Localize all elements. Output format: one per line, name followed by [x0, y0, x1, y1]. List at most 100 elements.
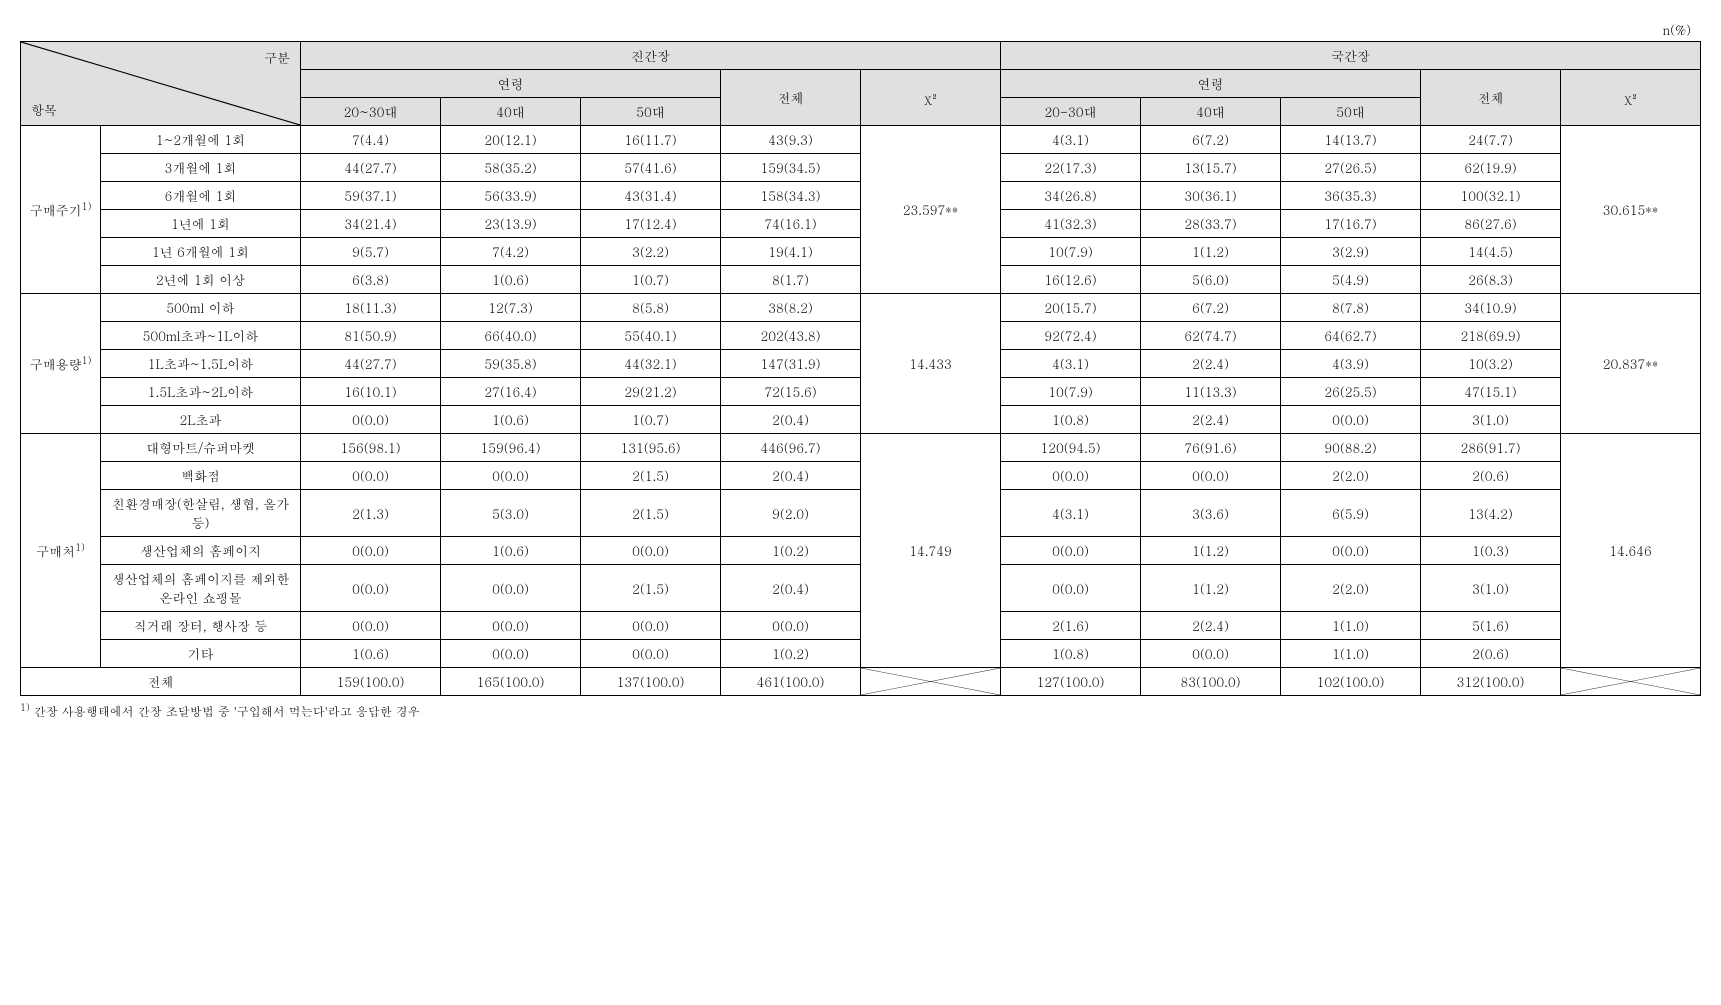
row-label: 직거래 장터, 행사장 등 — [101, 612, 301, 640]
data-cell: 56(33.9) — [441, 182, 581, 210]
data-cell: 1(1.2) — [1141, 537, 1281, 565]
data-cell: 72(15.6) — [721, 378, 861, 406]
data-cell: 1(1.0) — [1281, 640, 1421, 668]
data-cell: 44(27.7) — [301, 154, 441, 182]
data-cell: 14(4.5) — [1421, 238, 1561, 266]
data-cell: 1(0.2) — [721, 640, 861, 668]
chi-cell: 23.597** — [861, 126, 1001, 294]
data-cell: 156(98.1) — [301, 434, 441, 462]
data-cell: 3(1.0) — [1421, 565, 1561, 612]
data-cell: 158(34.3) — [721, 182, 861, 210]
data-cell: 43(9.3) — [721, 126, 861, 154]
unit-label: n(%) — [20, 20, 1691, 39]
chi-header-2: χ² — [1561, 70, 1701, 126]
data-cell: 0(0.0) — [301, 406, 441, 434]
data-cell: 8(5.8) — [581, 294, 721, 322]
data-cell: 312(100.0) — [1421, 668, 1561, 696]
data-cell: 2(2.0) — [1281, 565, 1421, 612]
data-cell: 6(5.9) — [1281, 490, 1421, 537]
row-label: 3개월에 1회 — [101, 154, 301, 182]
data-cell: 30(36.1) — [1141, 182, 1281, 210]
data-cell: 20(15.7) — [1001, 294, 1141, 322]
data-cell: 4(3.1) — [1001, 126, 1141, 154]
data-cell: 3(2.2) — [581, 238, 721, 266]
data-cell: 59(35.8) — [441, 350, 581, 378]
data-cell: 6(3.8) — [301, 266, 441, 294]
data-cell: 90(88.2) — [1281, 434, 1421, 462]
data-cell: 5(4.9) — [1281, 266, 1421, 294]
data-cell: 4(3.1) — [1001, 350, 1141, 378]
data-cell: 4(3.1) — [1001, 490, 1141, 537]
data-cell: 14(13.7) — [1281, 126, 1421, 154]
row-label: 생산업체의 홈페이지 — [101, 537, 301, 565]
age-col: 50대 — [1281, 98, 1421, 126]
data-cell: 27(16.4) — [441, 378, 581, 406]
data-cell: 2(1.6) — [1001, 612, 1141, 640]
data-cell: 286(91.7) — [1421, 434, 1561, 462]
data-cell: 44(27.7) — [301, 350, 441, 378]
group1-header: 진간장 — [301, 42, 1001, 70]
data-cell: 24(7.7) — [1421, 126, 1561, 154]
section-header: 구매처1) — [21, 434, 101, 668]
data-cell: 74(16.1) — [721, 210, 861, 238]
data-cell: 131(95.6) — [581, 434, 721, 462]
data-cell: 1(0.2) — [721, 537, 861, 565]
data-cell: 3(1.0) — [1421, 406, 1561, 434]
data-cell: 2(1.5) — [581, 565, 721, 612]
data-cell: 2(1.3) — [301, 490, 441, 537]
data-cell: 59(37.1) — [301, 182, 441, 210]
data-cell: 3(2.9) — [1281, 238, 1421, 266]
data-table: 구분 항목 진간장 국간장 연령 전체 χ² 연령 전체 χ² 20~30대 4… — [20, 41, 1701, 696]
data-cell: 17(12.4) — [581, 210, 721, 238]
data-cell: 0(0.0) — [1281, 537, 1421, 565]
section-header: 구매용량1) — [21, 294, 101, 434]
data-cell: 2(1.5) — [581, 462, 721, 490]
section-header: 구매주기1) — [21, 126, 101, 294]
data-cell: 2(0.4) — [721, 462, 861, 490]
data-cell: 19(4.1) — [721, 238, 861, 266]
data-cell: 36(35.3) — [1281, 182, 1421, 210]
row-label: 백화점 — [101, 462, 301, 490]
data-cell: 66(40.0) — [441, 322, 581, 350]
data-cell: 159(100.0) — [301, 668, 441, 696]
data-cell: 38(8.2) — [721, 294, 861, 322]
data-cell: 23(13.9) — [441, 210, 581, 238]
data-cell: 202(43.8) — [721, 322, 861, 350]
data-cell: 1(0.6) — [301, 640, 441, 668]
data-cell: 100(32.1) — [1421, 182, 1561, 210]
cross-cell — [1561, 668, 1701, 696]
age-header-1: 연령 — [301, 70, 721, 98]
data-cell: 1(0.7) — [581, 406, 721, 434]
data-cell: 34(21.4) — [301, 210, 441, 238]
data-cell: 0(0.0) — [581, 612, 721, 640]
data-cell: 0(0.0) — [1141, 462, 1281, 490]
data-cell: 12(7.3) — [441, 294, 581, 322]
data-cell: 446(96.7) — [721, 434, 861, 462]
data-cell: 8(7.8) — [1281, 294, 1421, 322]
row-label: 1L초과~1.5L이하 — [101, 350, 301, 378]
data-cell: 0(0.0) — [1001, 565, 1141, 612]
row-label: 1.5L초과~2L이하 — [101, 378, 301, 406]
data-cell: 13(4.2) — [1421, 490, 1561, 537]
row-label: 1년에 1회 — [101, 210, 301, 238]
data-cell: 11(13.3) — [1141, 378, 1281, 406]
data-cell: 0(0.0) — [721, 612, 861, 640]
data-cell: 1(0.7) — [581, 266, 721, 294]
data-cell: 28(33.7) — [1141, 210, 1281, 238]
data-cell: 159(34.5) — [721, 154, 861, 182]
data-cell: 5(1.6) — [1421, 612, 1561, 640]
data-cell: 7(4.2) — [441, 238, 581, 266]
data-cell: 0(0.0) — [1281, 406, 1421, 434]
data-cell: 18(11.3) — [301, 294, 441, 322]
data-cell: 2(0.4) — [721, 406, 861, 434]
data-cell: 2(2.0) — [1281, 462, 1421, 490]
data-cell: 81(50.9) — [301, 322, 441, 350]
data-cell: 43(31.4) — [581, 182, 721, 210]
data-cell: 0(0.0) — [1001, 462, 1141, 490]
data-cell: 0(0.0) — [1141, 640, 1281, 668]
data-cell: 218(69.9) — [1421, 322, 1561, 350]
chi-cell: 30.615** — [1561, 126, 1701, 294]
data-cell: 0(0.0) — [441, 612, 581, 640]
data-cell: 0(0.0) — [301, 462, 441, 490]
data-cell: 1(1.2) — [1141, 565, 1281, 612]
